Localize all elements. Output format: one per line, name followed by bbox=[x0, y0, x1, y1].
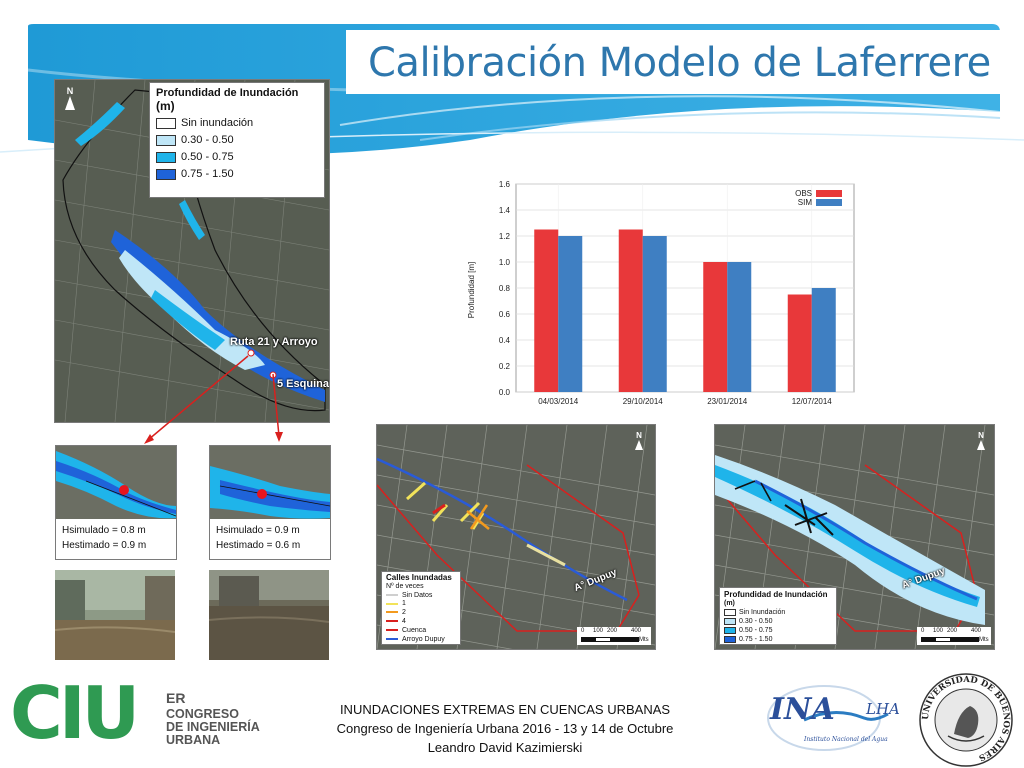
ina-text: INA bbox=[770, 692, 835, 727]
inset-map-1: Hsimulado = 0.8 m Hestimado = 0.9 m bbox=[55, 445, 177, 560]
legend-item: Sin Inundación bbox=[724, 608, 832, 617]
y-tick-label: 0.2 bbox=[499, 362, 511, 371]
flood-photo-1 bbox=[55, 570, 175, 660]
h-simulado: Hsimulado = 0.9 m bbox=[216, 525, 300, 536]
depth-legend: Profundidad de Inundación (m) Sin Inunda… bbox=[719, 587, 837, 645]
bar-sim-1 bbox=[642, 236, 667, 392]
chart-y-ticks: 0.0 0.2 0.4 0.6 0.8 1.0 1.2 1.4 1.6 bbox=[499, 180, 511, 397]
x-tick-label: 29/10/2014 bbox=[623, 397, 664, 406]
footer-title: INUNDACIONES EXTREMAS EN CUENCAS URBANAS bbox=[339, 702, 671, 717]
legend-item: Arroyo Dupuy bbox=[386, 636, 456, 645]
legend-unit: (m) bbox=[156, 99, 175, 113]
depth-map-graphic bbox=[715, 425, 994, 649]
legend-item: 0.75 - 1.50 bbox=[724, 635, 832, 644]
footer-author: Leandro David Kazimierski bbox=[427, 740, 583, 755]
ina-logo: INA LHA Instituto Nacional del Agua bbox=[764, 678, 914, 756]
legend-swatch-sim bbox=[816, 199, 842, 206]
x-tick-label: 04/03/2014 bbox=[538, 397, 579, 406]
y-tick-label: 0.6 bbox=[499, 310, 511, 319]
legend-swatch-obs bbox=[816, 190, 842, 197]
north-arrow: N bbox=[977, 431, 985, 450]
bar-obs-1 bbox=[618, 229, 643, 392]
y-tick-label: 1.4 bbox=[499, 206, 511, 215]
scale-bar: 0 100 200 400 Mts bbox=[577, 627, 651, 645]
chart-bars bbox=[534, 229, 836, 392]
lha-text: LHA bbox=[866, 700, 900, 718]
y-tick-label: 0.4 bbox=[499, 336, 511, 345]
ina-subtitle: Instituto Nacional del Agua bbox=[804, 736, 888, 743]
flood-depth-map: N A° Dupuy Profundidad de Inundación (m)… bbox=[714, 424, 995, 650]
bar-sim-0 bbox=[558, 236, 583, 392]
bar-sim-2 bbox=[727, 262, 752, 392]
legend-title: Profundidad de Inundación bbox=[156, 87, 299, 99]
slide-title: Calibración Modelo de Laferrere bbox=[368, 40, 991, 86]
y-tick-label: 0.0 bbox=[499, 388, 511, 397]
legend-unit: (m) bbox=[724, 600, 735, 607]
legend-title: Calles Inundadas bbox=[386, 573, 452, 582]
bar-obs-0 bbox=[534, 229, 559, 392]
legend-item: 0.50 - 0.75 bbox=[724, 626, 832, 635]
inset-map-2: Hsimulado = 0.9 m Hestimado = 0.6 m bbox=[209, 445, 331, 560]
y-tick-label: 1.0 bbox=[499, 258, 511, 267]
bar-obs-2 bbox=[703, 262, 728, 392]
ciu-er: ER bbox=[166, 690, 186, 706]
legend-item: Sin inundación bbox=[156, 115, 318, 132]
callout-5-esquinas: 5 Esquinas bbox=[277, 378, 330, 390]
north-arrow: N bbox=[65, 86, 75, 110]
legend-subtitle: Nº de veces bbox=[386, 582, 424, 590]
bar-sim-3 bbox=[811, 288, 836, 392]
legend-item: 2 bbox=[386, 609, 456, 618]
scale-bar: 0 100 200 400 Mts bbox=[917, 627, 991, 645]
legend-item: 0.75 - 1.50 bbox=[156, 166, 318, 183]
callout-ruta-21: Ruta 21 y Arroyo bbox=[230, 336, 318, 348]
legend-item: 1 bbox=[386, 600, 456, 609]
inset-values: Hsimulado = 0.8 m Hestimado = 0.9 m bbox=[56, 519, 176, 559]
legend-label-obs: OBS bbox=[795, 189, 812, 198]
legend-item: 0.30 - 0.50 bbox=[156, 132, 318, 149]
uba-seal-logo: UNIVERSIDAD DE BUENOS AIRES bbox=[919, 673, 1013, 767]
bar-obs-3 bbox=[787, 294, 812, 392]
flood-photo-2 bbox=[209, 570, 329, 660]
ciu-line2: DE INGENIERÍA bbox=[166, 720, 260, 734]
flooded-streets-map: N A° Dupuy Calles Inundadas Nº de veces … bbox=[376, 424, 656, 650]
h-estimado: Hestimado = 0.9 m bbox=[62, 540, 147, 551]
main-map-legend: Profundidad de Inundación (m) Sin inunda… bbox=[149, 82, 325, 198]
x-tick-label: 12/07/2014 bbox=[792, 397, 833, 406]
footer-congress: Congreso de Ingeniería Urbana 2016 - 13 … bbox=[336, 721, 674, 736]
y-tick-label: 0.8 bbox=[499, 284, 511, 293]
ina-swoosh bbox=[767, 685, 889, 751]
legend-item: Cuenca bbox=[386, 627, 456, 636]
ciu-line1: CONGRESO bbox=[166, 707, 239, 721]
chart-y-label: Profundidad [m] bbox=[467, 262, 476, 318]
ciu-congress-logo: CIU ER CONGRESO DE INGENIERÍA URBANA bbox=[10, 671, 260, 762]
x-tick-label: 23/01/2014 bbox=[707, 397, 748, 406]
main-flood-map: N Profundidad de Inundación (m) Sin inun… bbox=[54, 79, 330, 423]
inset-values: Hsimulado = 0.9 m Hestimado = 0.6 m bbox=[210, 519, 330, 559]
ciu-letters: CIU bbox=[10, 671, 140, 755]
h-simulado: Hsimulado = 0.8 m bbox=[62, 525, 146, 536]
legend-item: Sin Datos bbox=[386, 592, 456, 601]
y-tick-label: 1.6 bbox=[499, 180, 511, 189]
legend-title: Profundidad de Inundación bbox=[724, 590, 828, 599]
legend-item: 4 bbox=[386, 618, 456, 627]
legend-item: 0.50 - 0.75 bbox=[156, 149, 318, 166]
legend-label-sim: SIM bbox=[798, 198, 813, 207]
legend-item: 0.30 - 0.50 bbox=[724, 617, 832, 626]
y-tick-label: 1.2 bbox=[499, 232, 511, 241]
chart-x-ticks: 04/03/2014 29/10/2014 23/01/2014 12/07/2014 bbox=[538, 397, 832, 406]
north-arrow: N bbox=[635, 431, 643, 450]
streets-legend: Calles Inundadas Nº de veces Sin Datos 1… bbox=[381, 571, 461, 645]
ciu-line3: URBANA bbox=[166, 733, 221, 747]
h-estimado: Hestimado = 0.6 m bbox=[216, 540, 301, 551]
calibration-bar-chart: 0.0 0.2 0.4 0.6 0.8 1.0 1.2 1.4 1.6 04/03/2014 29… bbox=[467, 180, 855, 406]
